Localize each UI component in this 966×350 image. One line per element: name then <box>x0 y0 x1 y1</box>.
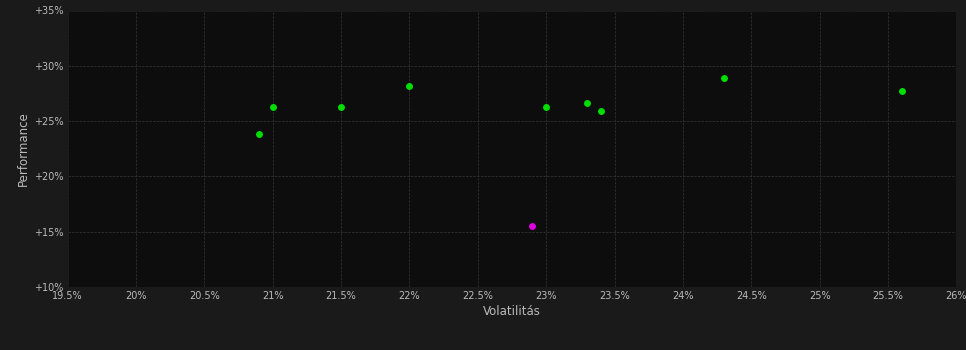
Point <box>333 104 349 110</box>
Point <box>894 89 909 94</box>
Point <box>265 104 280 110</box>
Point <box>716 75 731 81</box>
Point <box>593 108 609 114</box>
Y-axis label: Performance: Performance <box>16 111 30 186</box>
Point <box>538 104 554 110</box>
Point <box>580 100 595 106</box>
Point <box>251 132 267 137</box>
Point <box>525 223 540 229</box>
X-axis label: Volatilitás: Volatilitás <box>483 305 541 318</box>
Point <box>402 83 417 89</box>
